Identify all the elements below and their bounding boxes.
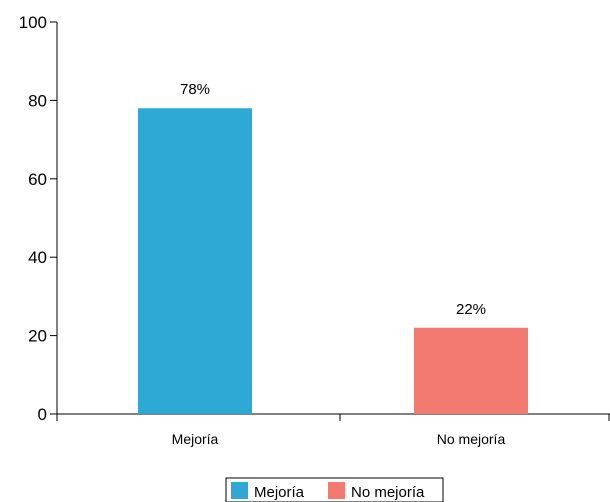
bar-0 — [138, 108, 252, 415]
y-tick-label: 100 — [19, 13, 47, 32]
bar-data-label-0: 78% — [180, 81, 210, 98]
legend: Mejoría No mejoría — [225, 477, 444, 502]
bars — [138, 108, 528, 415]
category-label-0: Mejoría — [172, 431, 219, 447]
y-tick-label: 80 — [28, 91, 47, 110]
y-tick-label: 20 — [28, 327, 47, 346]
y-axis-ticks: 0 20 40 60 80 100 — [19, 13, 57, 424]
category-labels: Mejoría No mejoría — [172, 431, 506, 447]
legend-swatch-mejoria — [231, 482, 248, 499]
bar-data-label-1: 22% — [456, 301, 486, 318]
legend-label-no-mejoria: No mejoría — [351, 484, 425, 501]
y-tick-label: 0 — [38, 405, 47, 424]
y-tick-label: 60 — [28, 170, 47, 189]
bar-data-labels: 78% 22% — [180, 81, 486, 318]
legend-swatch-no-mejoria — [328, 482, 345, 499]
legend-label-mejoria: Mejoría — [254, 484, 305, 501]
category-label-1: No mejoría — [437, 431, 506, 447]
bar-1 — [414, 327, 528, 414]
y-tick-label: 40 — [28, 248, 47, 267]
